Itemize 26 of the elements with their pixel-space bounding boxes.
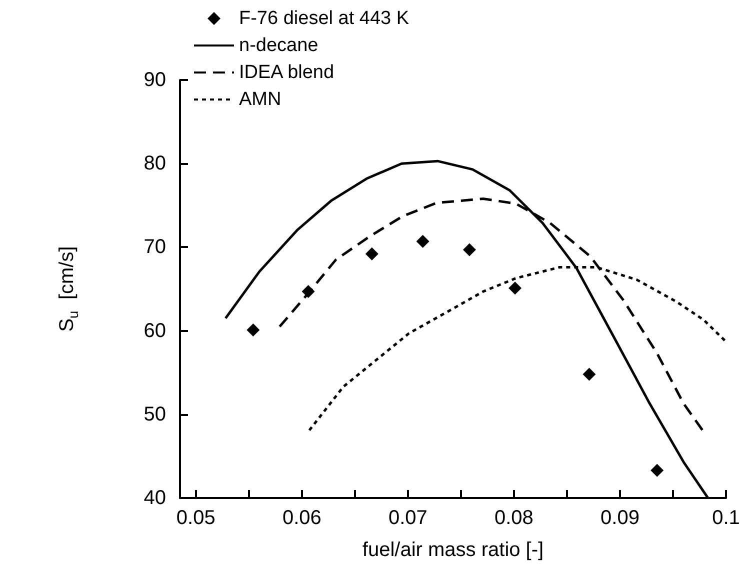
point	[462, 243, 476, 256]
x-tick-label: 0.09	[600, 507, 640, 529]
point	[416, 234, 430, 248]
point	[650, 464, 664, 477]
y-tick-label: 70	[144, 236, 166, 258]
y-tick-label: 60	[144, 320, 166, 342]
point	[246, 323, 260, 336]
x-tick-label: 0.05	[176, 507, 216, 529]
y-axis-title: Su [cm/s]	[56, 246, 81, 332]
y-tick-label: 40	[144, 487, 166, 509]
legend-label: AMN	[239, 89, 282, 110]
point	[302, 285, 315, 298]
point	[582, 368, 596, 381]
legend-label: F-76 diesel at 443 K	[239, 8, 410, 29]
y-tick-label: 90	[144, 69, 166, 91]
legend-label: n-decane	[239, 35, 318, 56]
y-tick-label: 80	[144, 152, 166, 175]
point	[365, 247, 378, 260]
point	[508, 282, 522, 295]
x-tick-label: 0.06	[282, 507, 322, 529]
x-axis-title: fuel/air mass ratio [-]	[362, 539, 544, 561]
x-tick-label: 0.1	[712, 507, 740, 529]
x-tick-label: 0.07	[388, 507, 428, 529]
legend-label: IDEA blend	[239, 62, 334, 83]
y-tick-label: 50	[144, 403, 166, 426]
x-tick-label: 0.08	[494, 507, 534, 529]
